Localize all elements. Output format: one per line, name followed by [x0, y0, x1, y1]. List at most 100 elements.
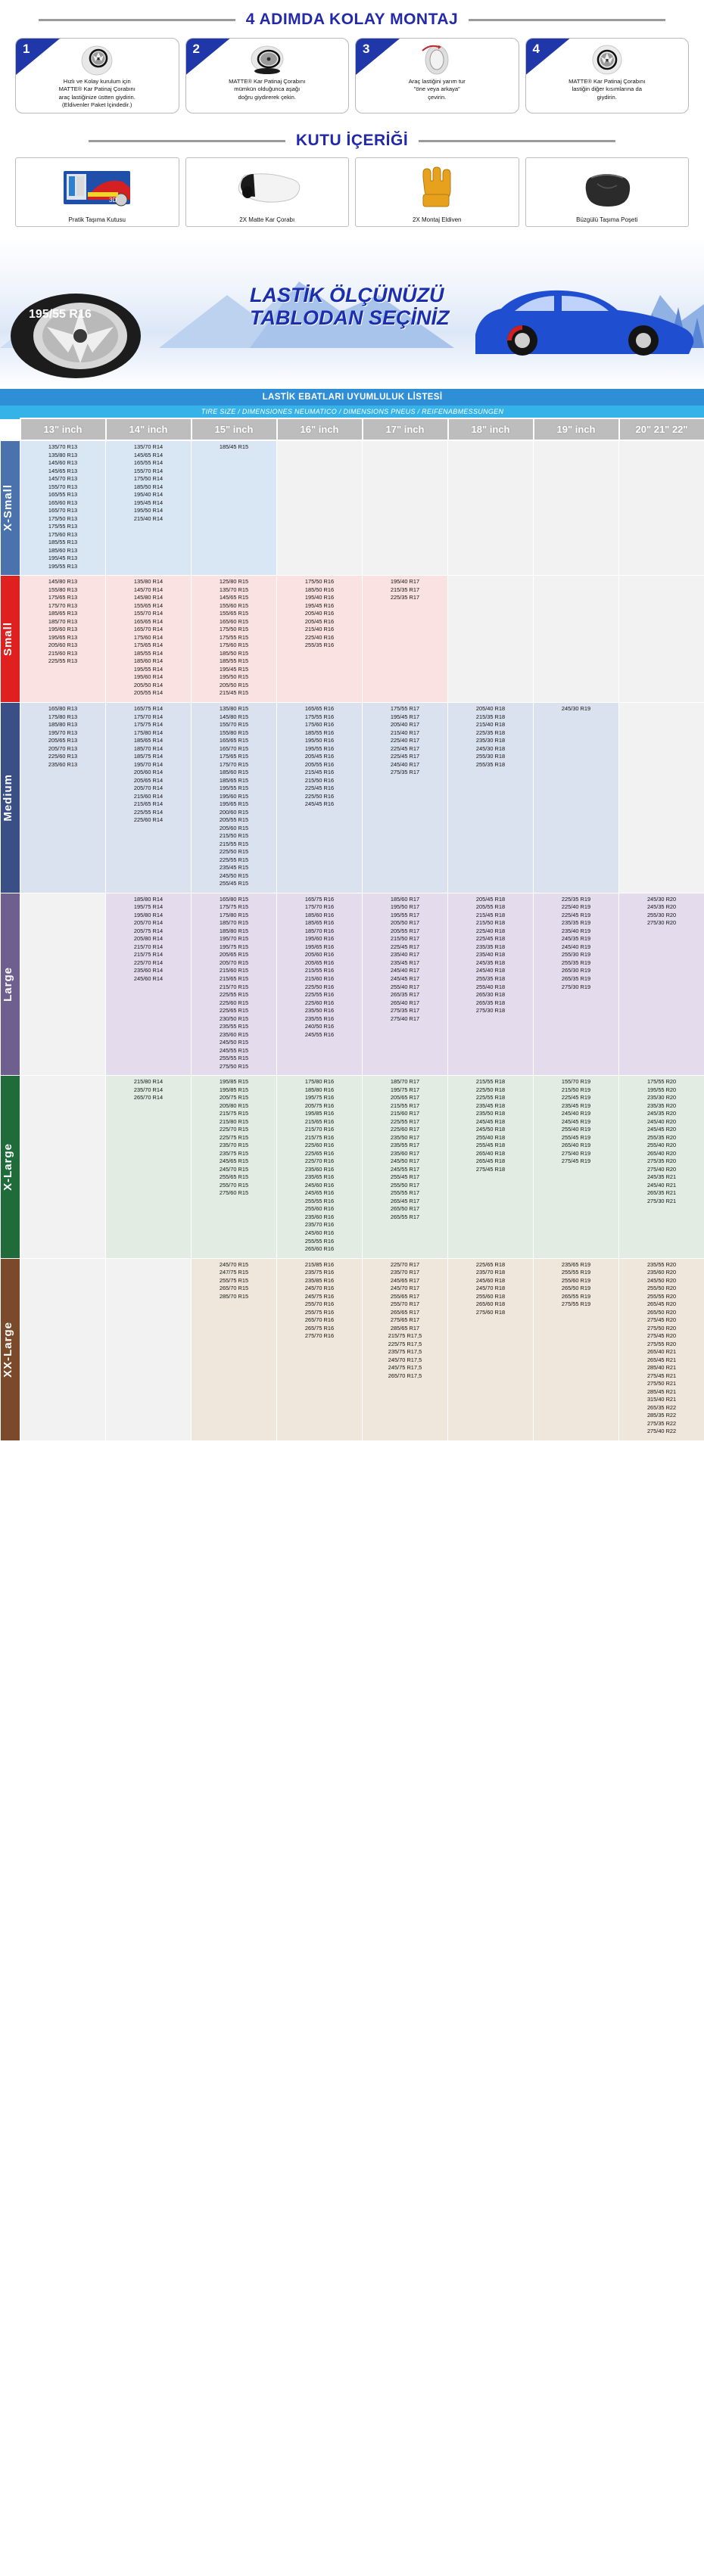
tire-size: 165/75 R14 — [133, 704, 164, 712]
tire-size: 265/70 R17,5 — [388, 1372, 422, 1379]
tire-size: 265/55 R17 — [390, 1213, 420, 1220]
tire-size: 265/40 R21 — [646, 1348, 677, 1356]
tire-size: 195/75 R17 — [390, 1086, 420, 1093]
size-cell — [533, 575, 619, 703]
tire-size: 225/60 R13 — [48, 753, 78, 760]
tire-size: 215/35 R18 — [475, 713, 506, 720]
tire-size: 225/55 R15 — [219, 856, 249, 863]
step-illustration-3 — [418, 40, 456, 78]
tire-size: 265/60 R18 — [475, 1300, 506, 1308]
tire-size: 225/55 R17 — [390, 1117, 420, 1125]
content-label-box: Pratik Taşıma Kutusu — [68, 216, 126, 223]
tire-size: 235/65 R16 — [304, 1173, 335, 1181]
tire-size: 195/50 R17 — [390, 903, 420, 911]
size-cell: 175/55 R20 195/55 R20 235/30 R20 235/35 R20… — [618, 1075, 704, 1259]
tire-size: 315/40 R21 — [646, 1396, 677, 1403]
size-cell: 135/80 R14 145/70 R14 145/80 R14 155/65 R14… — [105, 575, 192, 703]
contents-section-header: KUTU İÇERİĞİ — [0, 121, 704, 154]
size-cell: 175/55 R17 195/45 R17 205/40 R17 215/40 R17… — [362, 701, 448, 893]
contents-rule-left — [88, 139, 285, 142]
tire-size: 275/40 R22 — [646, 1428, 677, 1435]
tire-size: 245/45 R19 — [561, 1117, 591, 1125]
tire-size: 245/50 R15 — [219, 1039, 249, 1046]
glove-icon — [407, 158, 467, 216]
tire-size: 165/75 R16 — [304, 895, 335, 903]
tire-size: 225/70 R17 — [390, 1260, 420, 1268]
tire-size: 125/80 R15 — [219, 578, 249, 586]
tire-size: 265/50 R19 — [561, 1285, 591, 1292]
tire-size: 225/65 R18 — [475, 1260, 506, 1268]
tire-size: 255/75 R16 — [304, 1308, 335, 1316]
tire-size: 255/30 R19 — [561, 951, 591, 959]
tire-size: 255/40 R18 — [475, 983, 506, 990]
tire-size: 275/60 R18 — [475, 1308, 506, 1316]
tire-size: 205/65 R17 — [390, 1094, 420, 1102]
tire-size: 235/50 R16 — [304, 1007, 335, 1015]
tire-size: 185/60 R15 — [219, 769, 249, 776]
tire-size: 235/50 R17 — [390, 1133, 420, 1141]
tire-size: 165/80 R13 — [48, 704, 78, 712]
tire-size: 175/65 R15 — [219, 753, 249, 760]
tire-size: 225/60 R16 — [304, 1142, 335, 1149]
header-rule-left — [38, 18, 235, 21]
tire-size: 205/40 R16 — [304, 610, 335, 617]
steps-section-title: 4 ADIMDA KOLAY MONTAJ — [245, 11, 459, 28]
tire-size: 165/60 R13 — [48, 499, 78, 506]
tire-size: 215/55 R15 — [219, 840, 249, 847]
hero-line-1: LASTİK ÖLÇÜNÜZÜ — [250, 284, 444, 306]
tire-size: 265/50 R17 — [390, 1205, 420, 1213]
tire-size: 245/45 R17 — [390, 975, 420, 982]
tire-size: 175/50 R14 — [133, 475, 164, 483]
tire-size: 235/55 R16 — [304, 1015, 335, 1022]
tire-size: 255/40 R17 — [390, 983, 420, 990]
size-cell: 125/80 R15 135/70 R15 145/65 R15 155/60 R15… — [191, 575, 277, 703]
column-header-18: 18" inch — [447, 418, 534, 441]
steps-section-header: 4 ADIMDA KOLAY MONTAJ — [0, 0, 704, 33]
tire-size: 255/35 R20 — [646, 1133, 677, 1141]
tire-size: 245/40 R20 — [646, 1117, 677, 1125]
tire-size: 225/45 R16 — [304, 785, 335, 792]
tire-size: 185/70 R15 — [219, 919, 249, 927]
tire-size: 205/50 R15 — [219, 681, 249, 688]
tire-size: 225/45 R19 — [561, 911, 591, 918]
tire-size: 135/70 R14 — [133, 443, 164, 450]
tire-size: 235/75 R16 — [304, 1269, 335, 1276]
tire-size: 235/70 R18 — [475, 1269, 506, 1276]
tire-size: 175/75 R14 — [133, 721, 164, 729]
tire-size: 235/70 R16 — [304, 1221, 335, 1229]
tire-size: 185/45 R15 — [219, 443, 249, 450]
tire-size: 205/40 R17 — [390, 721, 420, 729]
tire-size: 225/70 R14 — [133, 959, 164, 966]
tire-size: 265/55 R19 — [561, 1292, 591, 1300]
tire-size: 225/35 R18 — [475, 729, 506, 736]
tire-size: 285/35 R22 — [646, 1412, 677, 1419]
tire-size: 185/55 R16 — [304, 729, 335, 736]
tire-size: 285/45 R21 — [646, 1387, 677, 1395]
tire-size: 195/70 R14 — [133, 760, 164, 768]
size-cell: 145/80 R13 155/80 R13 175/65 R13 175/70 R13… — [20, 575, 106, 703]
tire-size: 275/45 R18 — [475, 1165, 506, 1173]
tire-size: 285/65 R17 — [390, 1324, 420, 1332]
tire-size: 195/60 R15 — [219, 792, 249, 800]
size-cell: 215/85 R16 235/75 R16 235/85 R16 245/70 R16… — [276, 1257, 363, 1441]
tire-size: 225/50 R16 — [304, 983, 335, 990]
size-cell: 225/70 R17 235/70 R17 245/65 R17 245/70 R17… — [362, 1257, 448, 1441]
car-illustration — [475, 290, 694, 356]
tire-size: 195/85 R16 — [304, 1110, 335, 1117]
tire-size: 145/80 R15 — [219, 713, 249, 720]
tire-size: 215/55 R18 — [475, 1078, 506, 1086]
tire-size: 195/60 R13 — [48, 626, 78, 633]
tire-size: 205/80 R15 — [219, 1102, 249, 1109]
tire-size: 175/55 R16 — [304, 713, 335, 720]
tire-size: 235/60 R13 — [48, 760, 78, 768]
tire-size: 235/45 R15 — [219, 864, 249, 872]
tire-size: 185/65 R16 — [304, 919, 335, 927]
size-cell: 245/30 R19 — [533, 701, 619, 893]
size-cell — [618, 701, 704, 893]
tire-size: 185/60 R14 — [133, 657, 164, 665]
tire-size: 245/70 R16 — [304, 1285, 335, 1292]
size-cell: 165/80 R13 175/80 R13 185/80 R13 195/70 R13… — [20, 701, 106, 893]
tire-size: 215/65 R16 — [304, 1117, 335, 1125]
step-number-badge-1: 1 — [16, 39, 60, 75]
tire-size: 265/45 R20 — [646, 1300, 677, 1308]
